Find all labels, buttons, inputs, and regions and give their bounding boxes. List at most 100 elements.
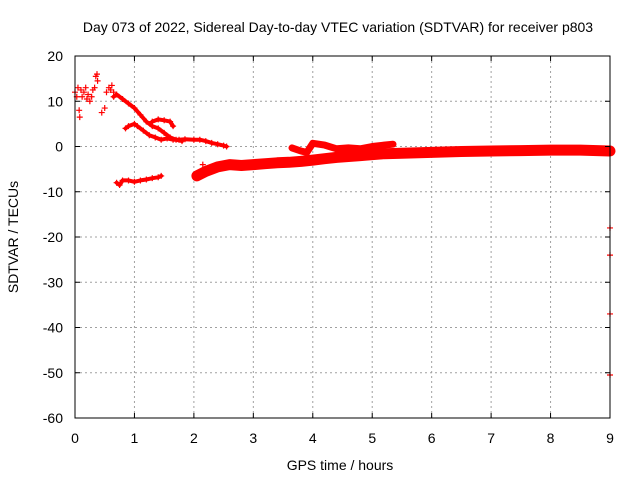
data-point <box>146 132 153 139</box>
data-point <box>137 177 144 184</box>
data-point <box>223 143 230 150</box>
series-low-branch <box>113 172 165 188</box>
data-point <box>158 172 165 179</box>
series-early-scatter <box>72 71 117 121</box>
data-point <box>309 140 316 147</box>
y-axis-label: SDTVAR / TECUs <box>5 181 21 293</box>
y-tick-label: -60 <box>43 410 63 426</box>
data-point <box>119 177 126 184</box>
x-tick-label: 9 <box>606 430 614 446</box>
axis-ticks: 0 1 2 3 4 5 6 7 8 9 20 10 0 -10 -20 -30 -40 -50 -60 <box>43 48 614 446</box>
chart-title: Day 073 of 2022, Sidereal Day-to-day VTE… <box>83 19 593 35</box>
data-point <box>88 93 95 100</box>
data-point <box>158 136 165 143</box>
y-tick-label: -50 <box>43 365 63 381</box>
series-band <box>191 144 616 182</box>
x-tick-label: 5 <box>368 430 376 446</box>
y-tick-label: 0 <box>55 139 63 155</box>
data-point <box>98 109 105 116</box>
data-point <box>214 163 221 170</box>
data-point <box>143 118 150 125</box>
data-point <box>76 107 83 114</box>
data-point <box>250 161 257 168</box>
x-tick-label: 2 <box>190 430 198 446</box>
data-point <box>181 136 188 143</box>
data-point <box>369 151 376 158</box>
data-point <box>208 139 215 146</box>
data-point <box>119 95 126 102</box>
data-point <box>193 172 200 179</box>
data-point <box>297 148 304 155</box>
series-outliers <box>199 161 613 379</box>
data-point <box>381 142 388 149</box>
data-point <box>131 178 138 185</box>
data-point <box>488 148 495 155</box>
data-point <box>93 71 100 78</box>
series-upper-band <box>288 139 397 156</box>
data-point <box>94 77 101 84</box>
x-axis-label: GPS time / hours <box>287 457 394 473</box>
data-point <box>381 150 388 157</box>
x-tick-label: 3 <box>249 430 257 446</box>
data-point <box>369 143 376 150</box>
data-point <box>286 159 292 166</box>
data-point <box>357 152 364 159</box>
data-point <box>357 145 364 152</box>
data-point <box>333 145 340 152</box>
series-main-band <box>191 144 616 182</box>
y-tick-label: -10 <box>43 184 63 200</box>
x-tick-label: 1 <box>131 430 139 446</box>
data-point <box>238 162 245 169</box>
data-point <box>85 91 92 98</box>
data-point <box>398 150 405 157</box>
data-point <box>125 177 132 184</box>
data-point <box>428 149 435 156</box>
y-tick-label: -40 <box>43 320 63 336</box>
data-point <box>82 84 89 91</box>
data-point <box>303 149 310 156</box>
data-point <box>190 136 197 143</box>
data-points <box>72 71 616 379</box>
data-point <box>196 136 203 143</box>
data-point <box>161 129 168 136</box>
data-point <box>176 136 183 143</box>
x-tick-label: 6 <box>428 430 436 446</box>
data-point <box>131 105 138 112</box>
y-tick-label: 20 <box>47 48 63 64</box>
data-point <box>167 118 174 125</box>
data-point <box>202 138 209 145</box>
data-point <box>345 144 352 151</box>
data-point <box>321 155 328 162</box>
data-point <box>170 123 177 130</box>
data-point <box>155 174 162 181</box>
data-point <box>143 176 150 183</box>
data-point <box>226 161 233 168</box>
data-point <box>333 154 340 161</box>
y-tick-label: -30 <box>43 274 63 290</box>
data-point <box>577 147 584 154</box>
data-point <box>101 105 108 112</box>
x-tick-label: 7 <box>487 430 495 446</box>
data-point <box>199 161 206 168</box>
x-tick-label: 8 <box>547 430 555 446</box>
series-arc-3 <box>149 116 177 130</box>
data-point <box>297 158 304 165</box>
data-point <box>108 82 115 89</box>
data-point <box>149 175 156 182</box>
data-point <box>125 123 132 130</box>
data-point <box>86 98 93 105</box>
data-point <box>116 181 123 188</box>
data-point <box>161 117 168 124</box>
y-tick-label: -20 <box>43 229 63 245</box>
x-tick-label: 4 <box>309 430 317 446</box>
x-tick-label: 0 <box>71 430 79 446</box>
data-point <box>170 136 177 143</box>
data-point <box>458 148 465 155</box>
data-point <box>390 141 397 148</box>
data-point <box>79 93 86 100</box>
data-point <box>103 89 110 96</box>
data-point <box>76 114 83 121</box>
data-point <box>517 147 524 154</box>
data-point <box>137 111 144 118</box>
